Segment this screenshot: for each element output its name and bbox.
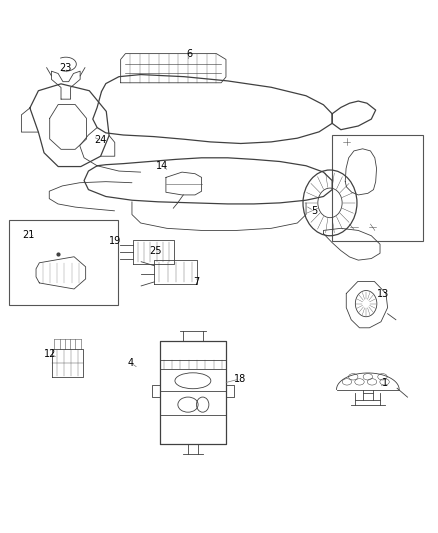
Bar bbox=[332, 135, 423, 241]
Text: 14: 14 bbox=[156, 161, 169, 171]
Text: 6: 6 bbox=[186, 50, 192, 59]
Text: 1: 1 bbox=[382, 378, 389, 388]
Text: 19: 19 bbox=[110, 236, 121, 246]
Text: 18: 18 bbox=[234, 374, 246, 384]
Bar bbox=[9, 220, 118, 305]
Text: 25: 25 bbox=[150, 246, 162, 256]
Text: 4: 4 bbox=[128, 358, 134, 368]
Text: 23: 23 bbox=[60, 63, 72, 73]
Text: 13: 13 bbox=[378, 289, 390, 299]
Text: 24: 24 bbox=[95, 135, 107, 146]
Text: 12: 12 bbox=[44, 349, 57, 359]
Text: 7: 7 bbox=[193, 277, 199, 287]
Text: 21: 21 bbox=[22, 230, 35, 240]
Text: 5: 5 bbox=[311, 206, 317, 216]
